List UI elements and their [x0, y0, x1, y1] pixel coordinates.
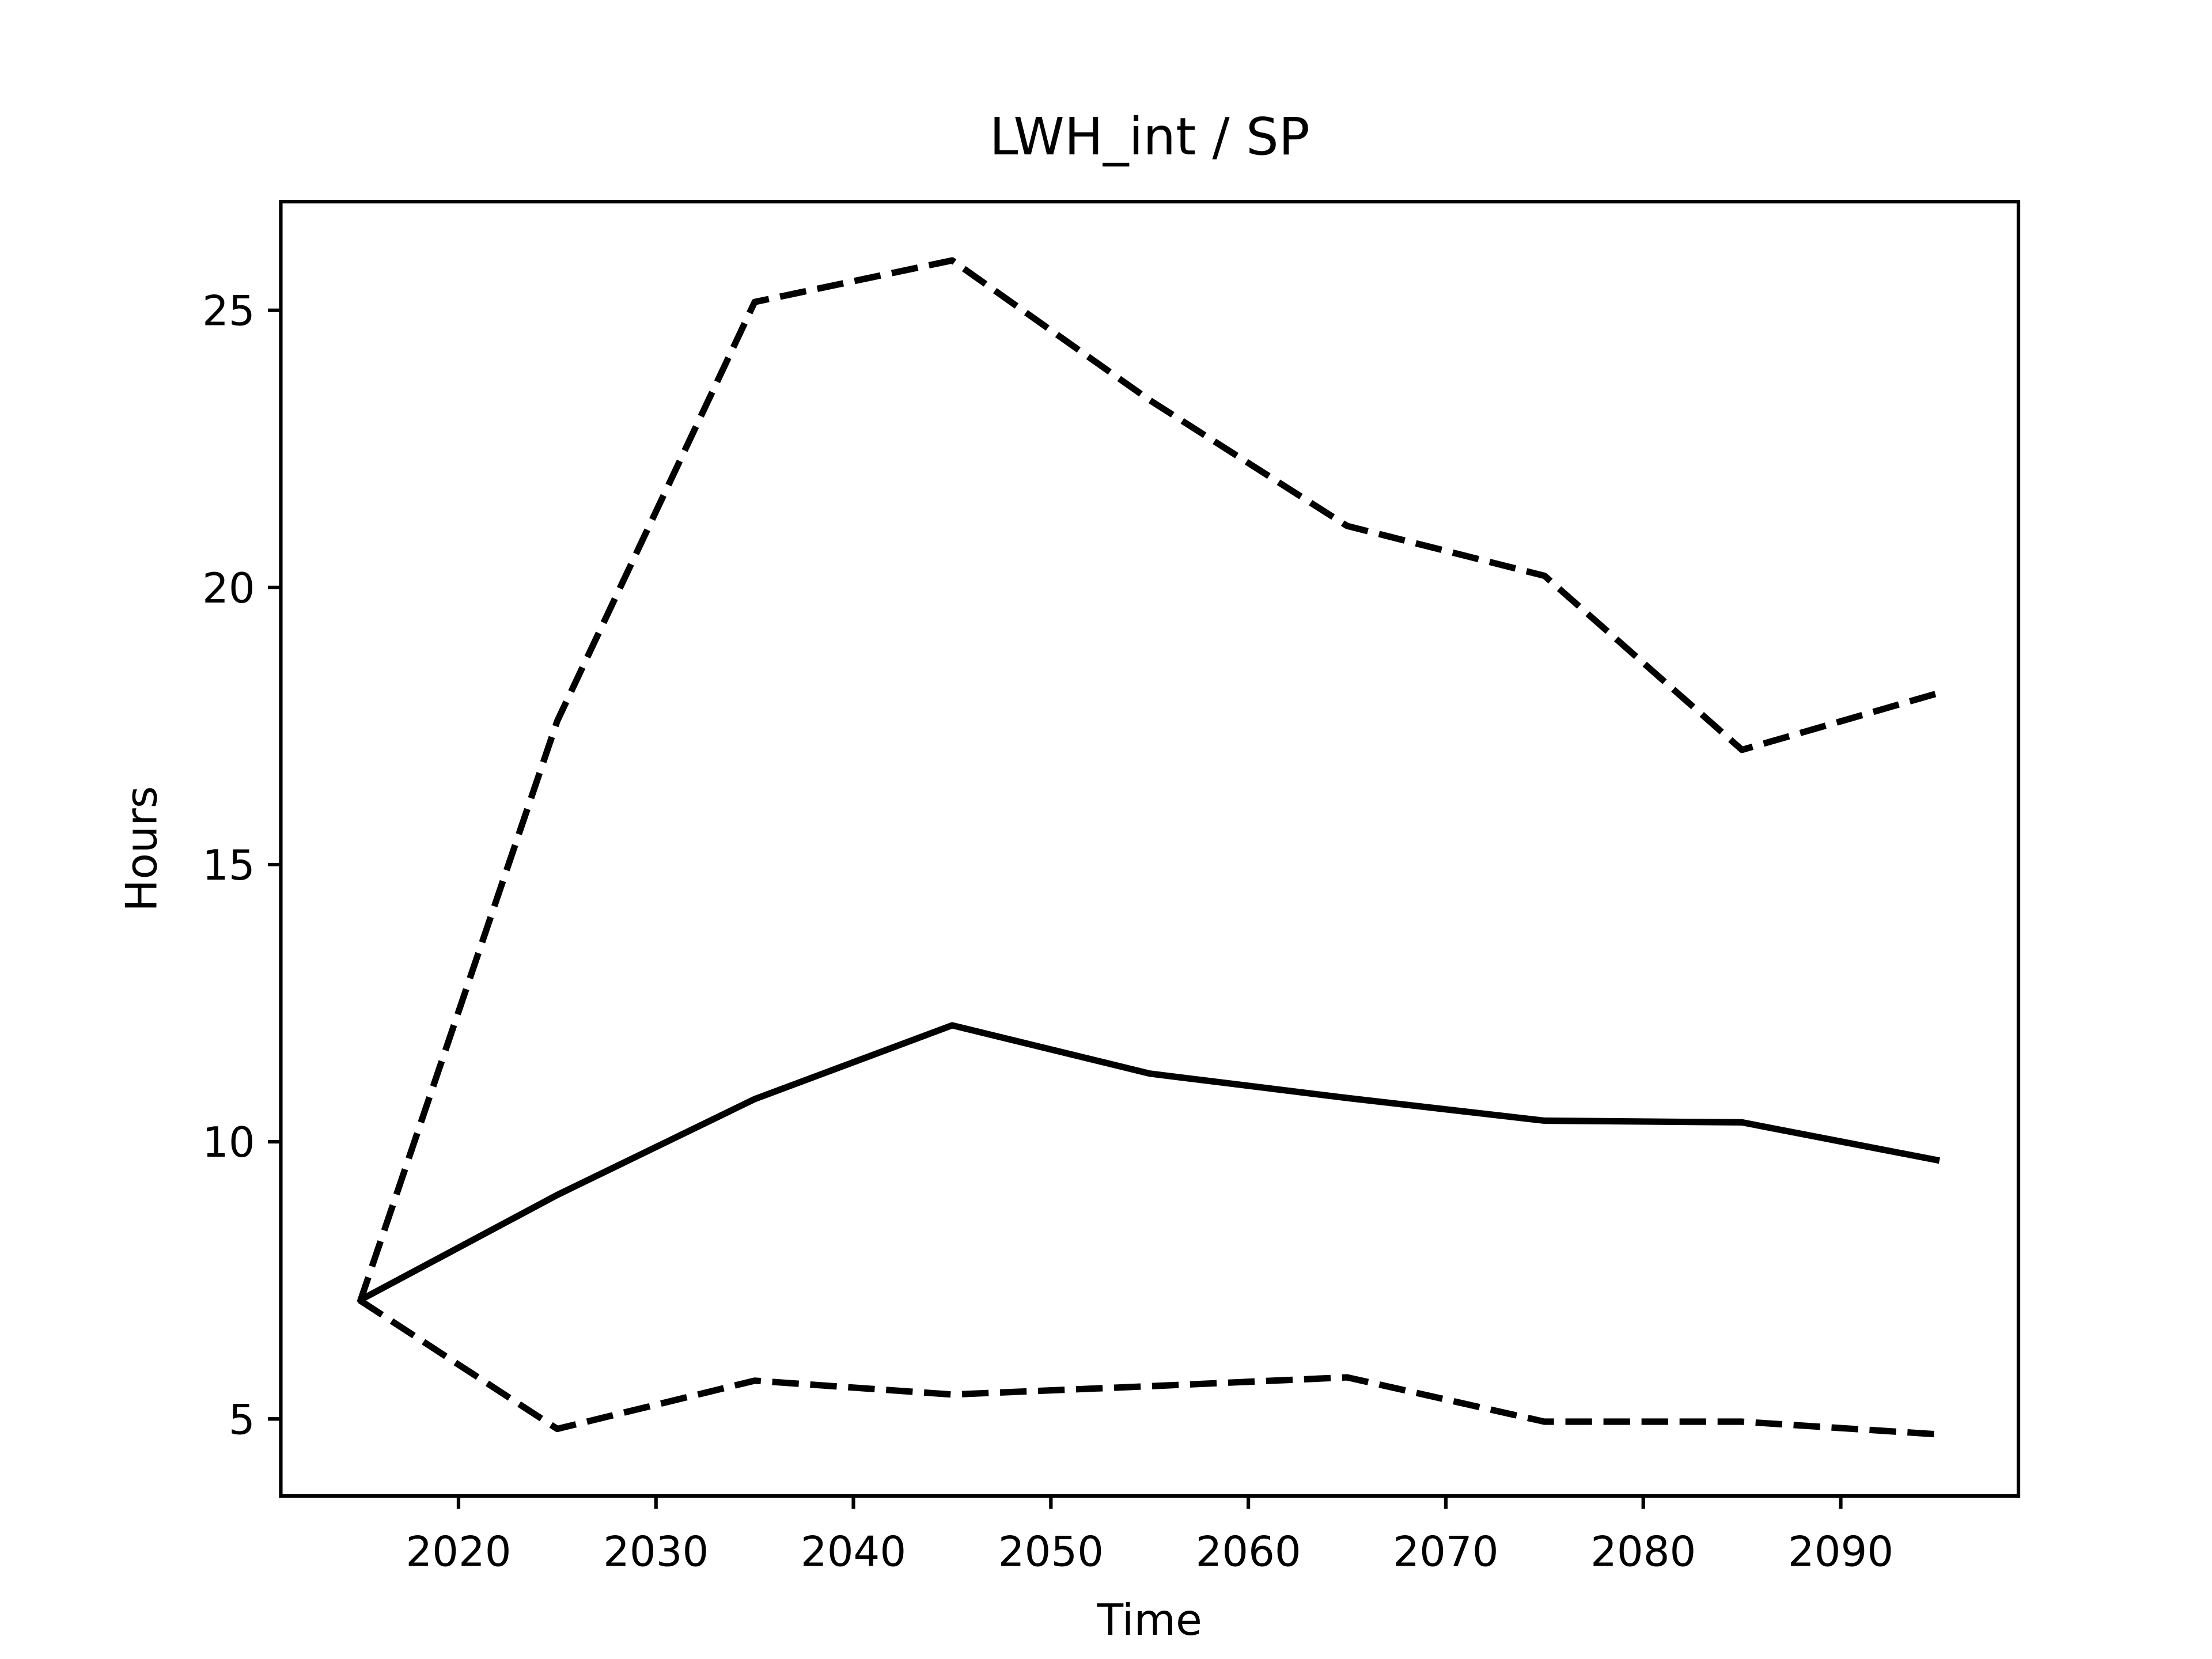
y-axis-label: Hours [116, 786, 166, 911]
chart-title: LWH_int / SP [990, 107, 1310, 167]
x-tick-label: 2020 [406, 1528, 511, 1576]
y-tick-label: 15 [202, 841, 255, 889]
x-tick-label: 2080 [1590, 1528, 1696, 1576]
y-tick-label: 10 [202, 1118, 255, 1166]
plot-frame [279, 199, 2021, 1498]
y-tick-label: 20 [202, 564, 255, 612]
line [358, 1022, 1940, 1304]
x-tick-label: 2040 [801, 1528, 906, 1576]
y-tick-label: 5 [229, 1395, 255, 1444]
x-tick-label: 2070 [1393, 1528, 1498, 1576]
x-axis-label: Time [1097, 1595, 1202, 1645]
x-tick-label: 2060 [1196, 1528, 1301, 1576]
line [357, 257, 1941, 1304]
x-tick-label: 2030 [603, 1528, 709, 1576]
y-tick-label: 25 [202, 287, 255, 335]
x-tick-label: 2090 [1788, 1528, 1893, 1576]
x-tick-label: 2050 [998, 1528, 1104, 1576]
